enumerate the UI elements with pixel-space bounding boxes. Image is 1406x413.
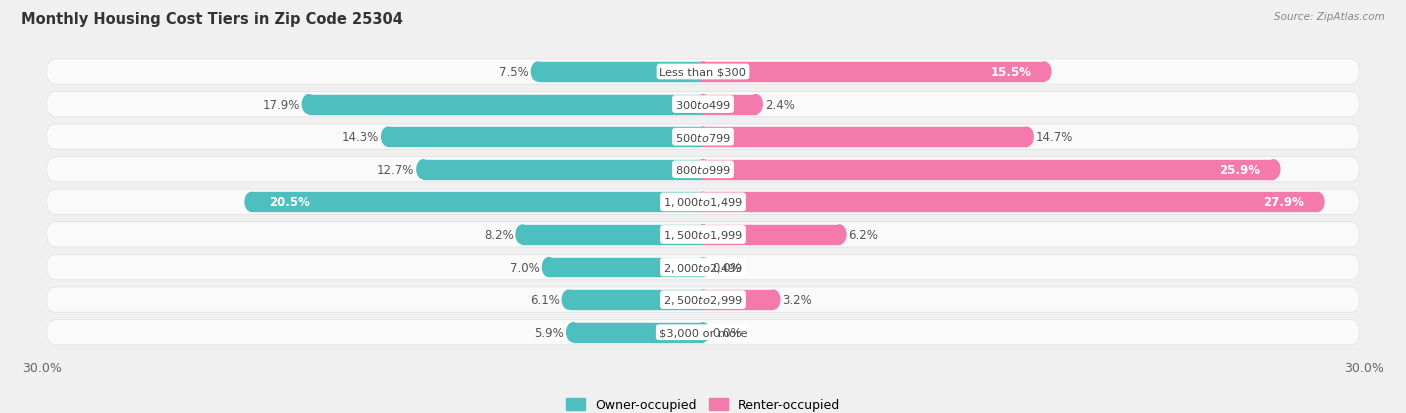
Text: 8.2%: 8.2% <box>484 228 513 241</box>
Text: $1,500 to $1,999: $1,500 to $1,999 <box>664 228 742 241</box>
Circle shape <box>696 63 710 82</box>
Text: $1,000 to $1,499: $1,000 to $1,499 <box>664 196 742 209</box>
Bar <box>537 63 703 82</box>
Circle shape <box>696 95 710 114</box>
Bar <box>703 63 1045 82</box>
FancyBboxPatch shape <box>48 223 1358 247</box>
Bar <box>703 95 756 114</box>
FancyBboxPatch shape <box>46 124 1360 150</box>
Bar <box>548 258 703 277</box>
Bar <box>388 128 703 147</box>
Legend: Owner-occupied, Renter-occupied: Owner-occupied, Renter-occupied <box>561 393 845 413</box>
FancyBboxPatch shape <box>46 190 1360 215</box>
Bar <box>252 193 703 212</box>
Text: 3.2%: 3.2% <box>782 293 813 306</box>
Circle shape <box>1038 63 1050 82</box>
Circle shape <box>245 193 257 212</box>
Circle shape <box>1021 128 1033 147</box>
Bar <box>703 128 1026 147</box>
Text: $2,000 to $2,499: $2,000 to $2,499 <box>664 261 742 274</box>
Circle shape <box>696 258 710 277</box>
Circle shape <box>834 225 846 244</box>
FancyBboxPatch shape <box>46 254 1360 280</box>
FancyBboxPatch shape <box>48 158 1358 182</box>
Circle shape <box>1312 193 1324 212</box>
Circle shape <box>696 160 710 179</box>
Circle shape <box>696 193 710 212</box>
Text: $3,000 or more: $3,000 or more <box>659 328 747 337</box>
FancyBboxPatch shape <box>46 92 1360 118</box>
Circle shape <box>1267 160 1279 179</box>
Text: 0.0%: 0.0% <box>711 326 741 339</box>
Circle shape <box>302 95 315 114</box>
Text: Monthly Housing Cost Tiers in Zip Code 25304: Monthly Housing Cost Tiers in Zip Code 2… <box>21 12 404 27</box>
Circle shape <box>696 128 710 147</box>
Text: 0.0%: 0.0% <box>711 261 741 274</box>
Circle shape <box>696 193 710 212</box>
Text: 5.9%: 5.9% <box>534 326 564 339</box>
Text: 25.9%: 25.9% <box>1219 164 1260 176</box>
Text: 6.1%: 6.1% <box>530 293 560 306</box>
Circle shape <box>768 290 780 309</box>
Bar <box>703 193 1317 212</box>
FancyBboxPatch shape <box>46 157 1360 183</box>
Text: $2,500 to $2,999: $2,500 to $2,999 <box>664 293 742 306</box>
Text: $500 to $799: $500 to $799 <box>675 131 731 143</box>
Text: 14.7%: 14.7% <box>1036 131 1073 144</box>
Bar <box>703 225 839 244</box>
Text: $300 to $499: $300 to $499 <box>675 99 731 111</box>
Bar <box>703 290 773 309</box>
FancyBboxPatch shape <box>48 255 1358 280</box>
Circle shape <box>696 225 710 244</box>
Circle shape <box>516 225 529 244</box>
Circle shape <box>749 95 762 114</box>
Circle shape <box>696 95 710 114</box>
Text: 15.5%: 15.5% <box>990 66 1031 79</box>
Circle shape <box>696 63 710 82</box>
Circle shape <box>543 258 555 277</box>
Circle shape <box>562 290 575 309</box>
Circle shape <box>696 290 710 309</box>
FancyBboxPatch shape <box>46 222 1360 248</box>
Text: 20.5%: 20.5% <box>269 196 309 209</box>
Text: Less than $300: Less than $300 <box>659 67 747 77</box>
FancyBboxPatch shape <box>48 60 1358 85</box>
Circle shape <box>696 290 710 309</box>
Text: 12.7%: 12.7% <box>377 164 415 176</box>
Circle shape <box>531 63 544 82</box>
Text: 6.2%: 6.2% <box>848 228 879 241</box>
Bar <box>703 160 1274 179</box>
Text: $800 to $999: $800 to $999 <box>675 164 731 176</box>
Text: 7.0%: 7.0% <box>510 261 540 274</box>
Circle shape <box>381 128 395 147</box>
Bar <box>523 225 703 244</box>
FancyBboxPatch shape <box>48 288 1358 312</box>
Text: 2.4%: 2.4% <box>765 98 794 112</box>
Circle shape <box>696 160 710 179</box>
FancyBboxPatch shape <box>48 320 1358 344</box>
Text: 27.9%: 27.9% <box>1264 196 1305 209</box>
Bar <box>423 160 703 179</box>
Bar <box>568 290 703 309</box>
Circle shape <box>696 323 710 342</box>
Bar <box>574 323 703 342</box>
Circle shape <box>567 323 579 342</box>
FancyBboxPatch shape <box>48 125 1358 150</box>
Bar <box>309 95 703 114</box>
Text: 7.5%: 7.5% <box>499 66 529 79</box>
Text: 17.9%: 17.9% <box>263 98 299 112</box>
Text: Source: ZipAtlas.com: Source: ZipAtlas.com <box>1274 12 1385 22</box>
Circle shape <box>696 225 710 244</box>
FancyBboxPatch shape <box>46 287 1360 313</box>
FancyBboxPatch shape <box>46 59 1360 85</box>
FancyBboxPatch shape <box>48 190 1358 215</box>
FancyBboxPatch shape <box>48 93 1358 117</box>
Circle shape <box>416 160 430 179</box>
Text: 14.3%: 14.3% <box>342 131 380 144</box>
FancyBboxPatch shape <box>46 319 1360 345</box>
Circle shape <box>696 128 710 147</box>
